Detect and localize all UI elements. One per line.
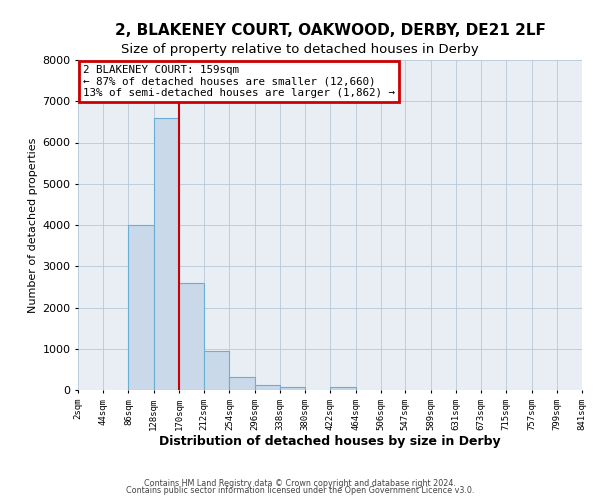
- Title: 2, BLAKENEY COURT, OAKWOOD, DERBY, DE21 2LF: 2, BLAKENEY COURT, OAKWOOD, DERBY, DE21 …: [115, 23, 545, 38]
- Bar: [254, 384, 280, 390]
- Bar: [229, 377, 254, 390]
- Text: 2 BLAKENEY COURT: 159sqm
← 87% of detached houses are smaller (12,660)
13% of se: 2 BLAKENEY COURT: 159sqm ← 87% of detach…: [83, 65, 395, 98]
- Bar: [179, 283, 204, 390]
- Y-axis label: Number of detached properties: Number of detached properties: [28, 138, 38, 312]
- Text: Contains public sector information licensed under the Open Government Licence v3: Contains public sector information licen…: [126, 486, 474, 495]
- Bar: [154, 118, 179, 390]
- Bar: [331, 386, 356, 390]
- Bar: [128, 225, 154, 390]
- Bar: [280, 386, 305, 390]
- Text: Contains HM Land Registry data © Crown copyright and database right 2024.: Contains HM Land Registry data © Crown c…: [144, 478, 456, 488]
- Bar: [204, 351, 229, 390]
- X-axis label: Distribution of detached houses by size in Derby: Distribution of detached houses by size …: [159, 436, 501, 448]
- Text: Size of property relative to detached houses in Derby: Size of property relative to detached ho…: [121, 42, 479, 56]
